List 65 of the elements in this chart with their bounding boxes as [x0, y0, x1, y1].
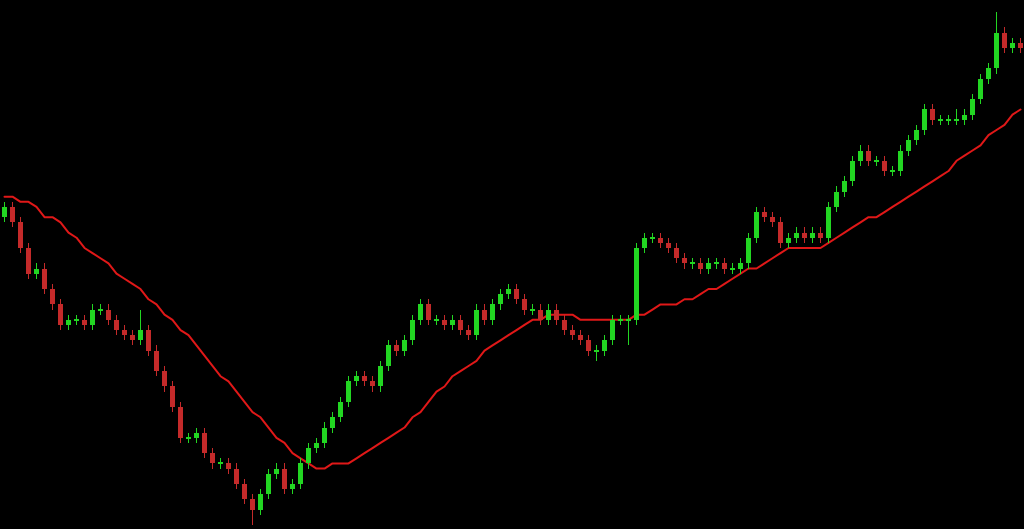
candlestick: [482, 303, 487, 326]
candlestick: [1002, 26, 1007, 54]
candlestick: [866, 144, 871, 167]
candlestick: [458, 314, 463, 336]
candlestick: [42, 262, 47, 295]
candlestick: [162, 365, 167, 393]
candlestick: [402, 334, 407, 357]
candlestick: [258, 488, 263, 516]
candlestick: [114, 314, 119, 336]
candlestick: [346, 375, 351, 408]
candlestick: [90, 303, 95, 331]
candlestick: [146, 324, 151, 357]
candlestick: [410, 314, 415, 346]
candlestick: [522, 293, 527, 316]
candlestick: [386, 339, 391, 372]
candlestick: [106, 303, 111, 326]
candlestick: [970, 93, 975, 121]
candlestick: [266, 468, 271, 500]
candlestick: [490, 298, 495, 326]
candlestick: [298, 457, 303, 490]
candlestick: [986, 62, 991, 85]
candlestick: [170, 380, 175, 413]
candlestick: [626, 314, 631, 346]
candlestick: [538, 303, 543, 326]
candlestick: [138, 309, 143, 346]
candlestick: [930, 103, 935, 126]
candlestick: [642, 232, 647, 254]
candlestick: [306, 442, 311, 470]
candlestick: [202, 427, 207, 459]
candlestick: [898, 144, 903, 177]
candlestick: [50, 283, 55, 311]
candlestick: [10, 201, 15, 228]
candlestick: [850, 155, 855, 187]
candlestick: [58, 298, 63, 331]
candlestick: [282, 462, 287, 495]
candlestick: [378, 360, 383, 393]
candlestick: [418, 298, 423, 326]
candlestick: [554, 303, 559, 326]
candlestick: [906, 134, 911, 157]
candlestick: [514, 283, 519, 305]
candlestick: [922, 103, 927, 136]
candlestick: [842, 175, 847, 198]
candlestick: [978, 73, 983, 105]
candlestick: [778, 216, 783, 249]
candlestick: [338, 396, 343, 423]
candlestick: [2, 201, 7, 223]
candlestick: [242, 478, 247, 505]
candlestick: [858, 144, 863, 167]
candlestick: [330, 411, 335, 434]
candlestick: [546, 303, 551, 326]
candlestick: [322, 421, 327, 449]
candlestick: [834, 185, 839, 213]
candlestick: [426, 298, 431, 326]
candlestick: [498, 288, 503, 311]
candlestick: [210, 447, 215, 470]
candlestick: [234, 462, 239, 490]
candlestick: [610, 314, 615, 346]
candlestick: [914, 124, 919, 146]
candlestick: [154, 344, 159, 377]
candlestick: [250, 493, 255, 526]
candlestick: [674, 242, 679, 264]
candlestick: [882, 155, 887, 177]
candlestick: [562, 314, 567, 336]
candlestick: [602, 334, 607, 357]
candlestick: [586, 334, 591, 357]
